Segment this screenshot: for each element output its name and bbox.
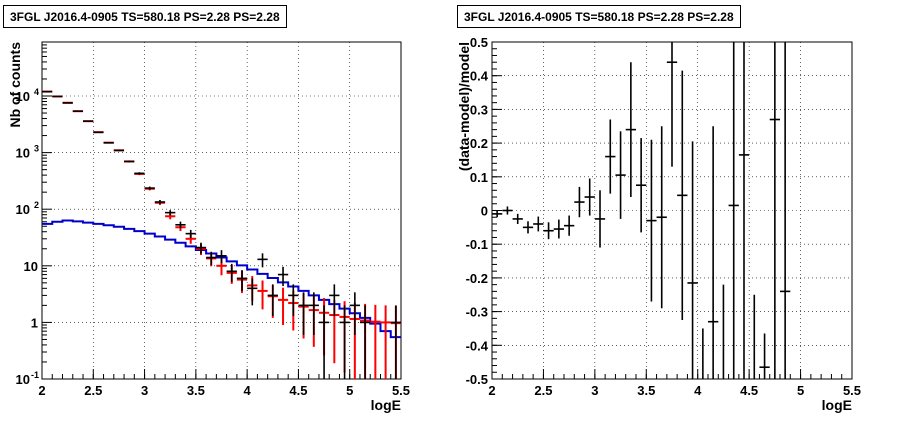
x-tick-label: 2	[38, 383, 45, 398]
plot-frame	[41, 41, 402, 380]
chart-title: 3FGL J2016.4-0905 TS=580.18 PS=2.28 PS=2…	[457, 5, 741, 28]
x-axis-label: logE	[822, 397, 852, 413]
y-tick-label: 0	[481, 204, 488, 219]
y-tick-exponent: 2	[34, 200, 39, 210]
x-tick-label: 4.5	[289, 383, 307, 398]
x-tick-label: 4	[244, 383, 252, 398]
y-tick-label: 0.2	[470, 136, 488, 151]
y-tick-label: -0.2	[466, 271, 488, 286]
y-axis-label: (data-model)/model	[456, 42, 472, 171]
x-tick-label: 4.5	[740, 383, 758, 398]
y-tick-label: 10	[16, 202, 30, 217]
y-tick-label: -0.1	[466, 237, 488, 252]
y-tick-label: 0.5	[470, 35, 488, 50]
x-tick-label: 5.5	[392, 383, 410, 398]
y-tick-label: -0.4	[466, 338, 489, 353]
y-tick-exponent: 3	[34, 144, 39, 154]
chart-title: 3FGL J2016.4-0905 TS=580.18 PS=2.28 PS=2…	[3, 5, 287, 28]
y-tick-label: -0.5	[466, 372, 488, 387]
y-tick-label: 1	[31, 315, 38, 330]
plot-area: 2 2.5 3 3.5 4 4.5 5 5.5 -0.5 -0.4 -0.3 -0.2 -0.1 0 0.1…	[456, 35, 861, 413]
y-tick-label: 0.1	[470, 170, 488, 185]
x-tick-label: 5.5	[843, 383, 861, 398]
x-tick-label: 3.5	[637, 383, 655, 398]
x-axis-label: logE	[371, 397, 401, 413]
x-tick-label: 2	[488, 383, 495, 398]
y-tick-label: 0.3	[470, 102, 488, 117]
x-tick-label: 5	[346, 383, 353, 398]
y-tick-label: 0.4	[470, 69, 489, 84]
y-tick-exponent: -1	[31, 370, 39, 380]
y-tick-label: 10	[16, 372, 30, 387]
y-tick-label: 10	[16, 89, 30, 104]
x-tick-label: 3	[591, 383, 598, 398]
y-tick-exponent: 4	[34, 87, 39, 97]
background-step-line	[42, 219, 401, 339]
y-tick-label: 10	[24, 259, 38, 274]
x-tick-label: 3	[141, 383, 148, 398]
y-axis-label: Nb of counts	[7, 42, 23, 128]
counts-panel: 2 2.5 3 3.5 4 4.5 5 5.5 10 -1 1 10 10 2 10 3 10 4 logE Nb o…	[3, 5, 410, 413]
y-tick-label: -0.3	[466, 305, 488, 320]
y-tick-label: 10	[16, 146, 30, 161]
residual-plot: 2 2.5 3 3.5 4 4.5 5 5.5 -0.5 -0.4 -0.3 -0.2 -0.1 0 0.1…	[456, 35, 861, 413]
x-tick-label: 5	[797, 383, 804, 398]
x-tick-label: 2.5	[534, 383, 552, 398]
x-tick-label: 3.5	[187, 383, 205, 398]
residual-panel: 2 2.5 3 3.5 4 4.5 5 5.5 -0.5 -0.4 -0.3 -0.2 -0.1 0 0.1…	[449, 0, 898, 421]
x-tick-label: 4	[694, 383, 702, 398]
x-tick-label: 2.5	[84, 383, 102, 398]
